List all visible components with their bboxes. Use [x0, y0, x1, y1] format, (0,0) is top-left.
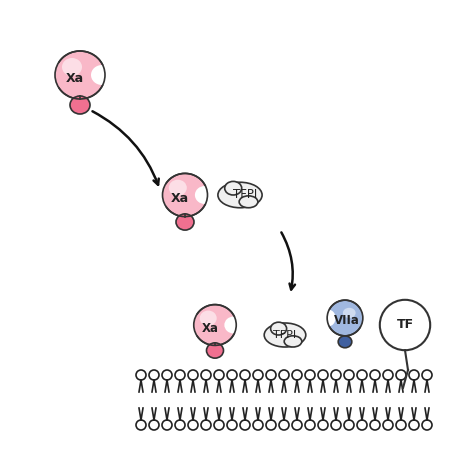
Circle shape [395, 420, 405, 430]
Ellipse shape [194, 186, 214, 204]
Circle shape [304, 370, 314, 380]
Circle shape [317, 370, 327, 380]
Ellipse shape [338, 336, 351, 348]
Circle shape [291, 420, 301, 430]
Circle shape [343, 370, 353, 380]
Ellipse shape [176, 214, 193, 230]
Circle shape [253, 370, 263, 380]
Circle shape [369, 370, 379, 380]
Ellipse shape [320, 310, 335, 327]
Circle shape [175, 420, 185, 430]
Circle shape [187, 370, 197, 380]
Ellipse shape [162, 173, 207, 217]
Circle shape [265, 420, 275, 430]
Circle shape [162, 420, 172, 430]
Circle shape [149, 420, 159, 430]
Text: Xa: Xa [171, 191, 189, 204]
Circle shape [239, 420, 249, 430]
Circle shape [213, 370, 223, 380]
Circle shape [382, 370, 392, 380]
Ellipse shape [342, 308, 355, 318]
Circle shape [421, 420, 431, 430]
Ellipse shape [224, 317, 243, 334]
Circle shape [369, 420, 379, 430]
Circle shape [330, 420, 340, 430]
Ellipse shape [224, 182, 241, 195]
Ellipse shape [55, 51, 105, 99]
Circle shape [382, 420, 392, 430]
Ellipse shape [199, 310, 216, 326]
Circle shape [265, 370, 275, 380]
Circle shape [408, 370, 418, 380]
Circle shape [201, 420, 211, 430]
Circle shape [227, 370, 237, 380]
Circle shape [395, 370, 405, 380]
Text: TFPI: TFPI [273, 330, 296, 340]
Circle shape [253, 420, 263, 430]
Text: Xa: Xa [66, 72, 84, 84]
Text: Xa: Xa [201, 321, 218, 335]
Circle shape [343, 420, 353, 430]
Circle shape [278, 420, 288, 430]
Circle shape [278, 370, 288, 380]
Ellipse shape [193, 305, 236, 346]
Circle shape [227, 420, 237, 430]
Ellipse shape [62, 58, 82, 76]
Circle shape [379, 300, 429, 350]
Text: VIIa: VIIa [334, 313, 359, 327]
Circle shape [356, 370, 366, 380]
Circle shape [356, 420, 366, 430]
Ellipse shape [283, 336, 301, 347]
Circle shape [187, 420, 197, 430]
Ellipse shape [70, 96, 90, 114]
Circle shape [175, 370, 185, 380]
Text: TF: TF [395, 319, 413, 331]
Circle shape [213, 420, 223, 430]
Circle shape [291, 370, 301, 380]
Circle shape [136, 370, 146, 380]
Circle shape [421, 370, 431, 380]
Ellipse shape [217, 182, 262, 208]
Ellipse shape [326, 300, 362, 336]
Circle shape [304, 420, 314, 430]
Ellipse shape [263, 323, 305, 347]
Circle shape [149, 370, 159, 380]
Circle shape [136, 420, 146, 430]
Ellipse shape [91, 65, 113, 85]
Circle shape [317, 420, 327, 430]
Circle shape [408, 420, 418, 430]
Ellipse shape [168, 180, 187, 196]
Ellipse shape [270, 322, 286, 335]
Text: TFPI: TFPI [233, 189, 257, 201]
Ellipse shape [238, 196, 257, 208]
Circle shape [162, 370, 172, 380]
Circle shape [201, 370, 211, 380]
Ellipse shape [206, 343, 223, 358]
Circle shape [239, 370, 249, 380]
Circle shape [330, 370, 340, 380]
